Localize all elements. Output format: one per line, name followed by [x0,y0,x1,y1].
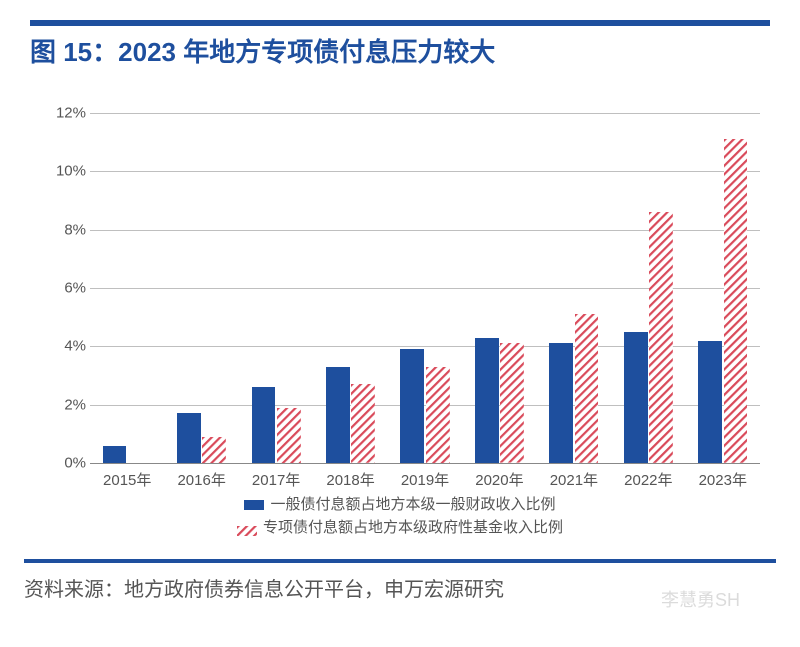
bar-series2 [724,139,748,463]
x-tick-label: 2016年 [177,463,225,490]
x-tick-label: 2015年 [103,463,151,490]
figure-title-block: 图 15：2023 年地方专项债付息压力较大 [0,0,800,79]
figure-title: 图 15：2023 年地方专项债付息压力较大 [30,32,770,69]
bar-series2 [575,314,599,463]
legend-label: 专项债付息额占地方本级政府性基金收入比例 [263,519,563,536]
legend-item: 一般债付息额占地方本级一般财政收入比例 [30,493,770,514]
bar-series2 [351,384,375,463]
x-tick-label: 2017年 [252,463,300,490]
x-tick-label: 2019年 [401,463,449,490]
bar-series2 [426,367,450,463]
bar-series1 [177,413,201,463]
legend-swatch-hatched [237,523,257,533]
legend: 一般债付息额占地方本级一般财政收入比例专项债付息额占地方本级政府性基金收入比例 [30,491,770,539]
gridline [90,171,760,172]
y-tick-label: 8% [64,221,90,238]
bar-series1 [549,343,573,463]
bar-series1 [400,349,424,463]
gridline [90,113,760,114]
bar-series1 [103,446,127,464]
x-tick-label: 2018年 [326,463,374,490]
y-tick-label: 4% [64,338,90,355]
x-tick-label: 2020年 [475,463,523,490]
x-tick-label: 2022年 [624,463,672,490]
bar-series1 [624,332,648,463]
y-tick-label: 10% [56,163,90,180]
bar-series1 [326,367,350,463]
legend-label: 一般债付息额占地方本级一般财政收入比例 [270,496,555,513]
legend-swatch-solid [244,500,264,510]
y-tick-label: 2% [64,396,90,413]
bar-series1 [252,387,276,463]
x-tick-label: 2021年 [550,463,598,490]
source-text: 资料来源：地方政府债券信息公开平台，申万宏源研究 [24,579,504,601]
legend-item: 专项债付息额占地方本级政府性基金收入比例 [30,516,770,537]
bar-series2 [277,408,301,463]
bar-series2 [649,212,673,463]
bar-series2 [202,437,226,463]
bar-series2 [500,343,524,463]
chart-container: 0% 2% 4% 6% 8% 10% 12% 2015年 2016年 2017年 2018年 2019… [30,103,770,543]
bar-series1 [698,341,722,464]
y-tick-label: 12% [56,105,90,122]
title-accent-bar [30,20,770,26]
x-tick-label: 2023年 [699,463,747,490]
y-tick-label: 6% [64,280,90,297]
plot-area: 0%2%4%6%8%10%12%2015年2016年2017年2018年2019… [90,113,760,463]
bar-series1 [475,338,499,463]
y-tick-label: 0% [64,455,90,472]
source-block: 资料来源：地方政府债券信息公开平台，申万宏源研究 [24,559,776,602]
